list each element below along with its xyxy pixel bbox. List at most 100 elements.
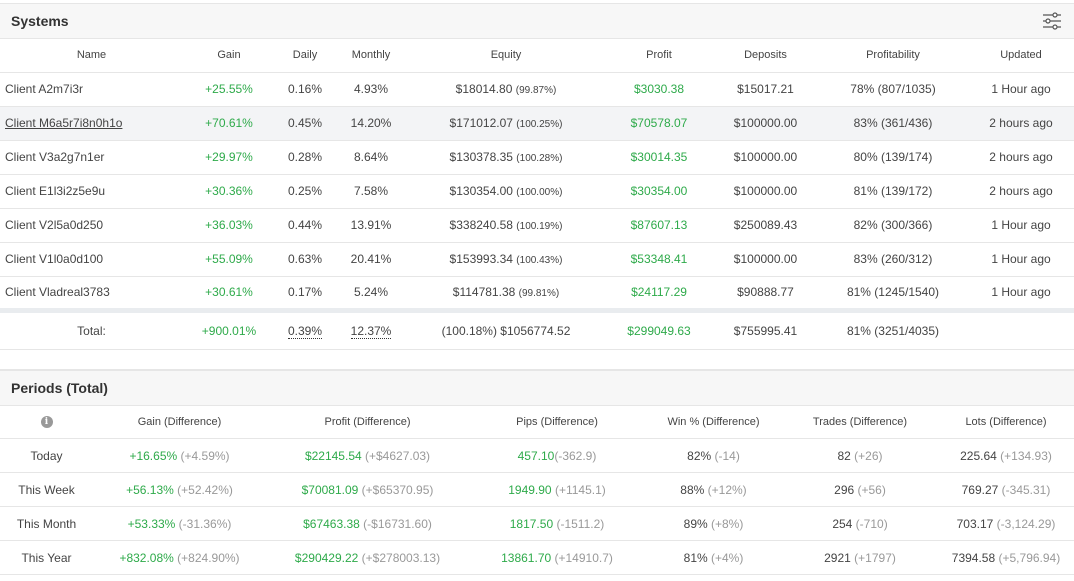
updated-value: 2 hours ago xyxy=(968,174,1074,209)
trades-difference: (+26) xyxy=(850,448,883,463)
pips-difference: (-362.9) xyxy=(554,448,597,463)
lots-difference: (+134.93) xyxy=(996,448,1052,463)
profit-difference: (-$16731.60) xyxy=(359,516,432,531)
profit-value: $290429.22 xyxy=(294,550,359,565)
system-name-link[interactable]: Client V1l0a0d100 xyxy=(5,252,104,266)
equity-percent: (99.81%) xyxy=(518,288,560,299)
gain-difference: (+52.42%) xyxy=(173,482,233,497)
col-monthly[interactable]: Monthly xyxy=(335,39,407,73)
period-row: This Year +832.08% (+824.90%) $290429.22 (… xyxy=(0,540,1074,575)
deposits-value: $250089.43 xyxy=(713,208,818,243)
col-daily[interactable]: Daily xyxy=(275,39,335,73)
profit-value: $30014.35 xyxy=(605,140,713,175)
col-gain[interactable]: Gain xyxy=(183,39,275,73)
deposits-value: $90888.77 xyxy=(713,276,818,311)
pips-difference: (+14910.7) xyxy=(551,550,613,565)
periods-table: i Gain (Difference) Profit (Difference) … xyxy=(0,405,1074,575)
pips-cell: 1817.50 (-1511.2) xyxy=(469,506,645,541)
systems-title: Systems xyxy=(11,13,69,29)
pips-value: 13861.70 xyxy=(501,550,552,565)
system-name-link[interactable]: Client E1l3i2z5e9u xyxy=(5,184,106,198)
profit-value: $87607.13 xyxy=(605,208,713,243)
col-equity[interactable]: Equity xyxy=(407,39,605,73)
gain-value: +25.55% xyxy=(183,72,275,107)
monthly-value: 8.64% xyxy=(335,140,407,175)
total-daily[interactable]: 0.39% xyxy=(287,323,323,339)
daily-value: 0.25% xyxy=(275,174,335,209)
equity-percent: (100.25%) xyxy=(516,119,563,130)
period-label: This Month xyxy=(0,506,93,541)
col-win-diff: Win % (Difference) xyxy=(645,405,782,439)
lots-difference: (+5,796.94) xyxy=(995,550,1061,565)
trades-value: 2921 xyxy=(824,550,851,565)
equity-percent: (100.28%) xyxy=(516,153,563,164)
pips-difference: (+1145.1) xyxy=(551,482,606,497)
system-name-link[interactable]: Client M6a5r7i8n0h1o xyxy=(5,116,123,130)
profitability-value: 82% (300/366) xyxy=(818,208,968,243)
system-name-link[interactable]: Client V2l5a0d250 xyxy=(5,218,104,232)
lots-cell: 225.64 (+134.93) xyxy=(938,438,1074,473)
trades-difference: (+56) xyxy=(854,482,886,497)
updated-value: 1 Hour ago xyxy=(968,72,1074,107)
updated-value: 1 Hour ago xyxy=(968,276,1074,311)
trades-value: 82 xyxy=(837,448,851,463)
gain-value: +55.09% xyxy=(183,242,275,277)
system-row: Client M6a5r7i8n0h1o +70.61% 0.45% 14.20% $1… xyxy=(0,106,1074,141)
system-name-link[interactable]: Client A2m7i3r xyxy=(5,82,84,96)
period-row: This Month +53.33% (-31.36%) $67463.38 (-$… xyxy=(0,506,1074,541)
trades-difference: (+1797) xyxy=(850,550,896,565)
col-deposits[interactable]: Deposits xyxy=(713,39,818,73)
col-profitability[interactable]: Profitability xyxy=(818,39,968,73)
win-value: 88% xyxy=(680,482,705,497)
gain-value: +832.08% xyxy=(119,550,174,565)
col-updated[interactable]: Updated xyxy=(968,39,1074,73)
profitability-value: 78% (807/1035) xyxy=(818,72,968,107)
profit-cell: $22145.54 (+$4627.03) xyxy=(266,438,469,473)
equity-value: $130354.00 xyxy=(449,184,513,198)
win-value: 81% xyxy=(683,550,708,565)
system-name-link[interactable]: Client Vladreal3783 xyxy=(5,285,110,299)
system-row: Client V1l0a0d100 +55.09% 0.63% 20.41% $1539… xyxy=(0,242,1074,277)
total-monthly[interactable]: 12.37% xyxy=(350,323,392,339)
total-row: Total: +900.01% 0.39% 12.37% (100.18%) $1056… xyxy=(0,307,1074,350)
profit-value: $67463.38 xyxy=(303,516,360,531)
win-difference: (+4%) xyxy=(707,550,744,565)
gain-cell: +53.33% (-31.36%) xyxy=(93,506,266,541)
col-profit-diff: Profit (Difference) xyxy=(266,405,469,439)
profit-difference: (+$4627.03) xyxy=(361,448,431,463)
profitability-value: 80% (139/174) xyxy=(818,140,968,175)
col-profit[interactable]: Profit xyxy=(605,39,713,73)
trades-value: 296 xyxy=(834,482,855,497)
total-gain: +900.01% xyxy=(183,307,275,350)
total-label: Total: xyxy=(0,307,183,350)
info-icon[interactable]: i xyxy=(40,416,53,429)
equity-value: $171012.07 xyxy=(449,116,513,130)
gain-cell: +16.65% (+4.59%) xyxy=(93,438,266,473)
system-name-link[interactable]: Client V3a2g7n1er xyxy=(5,150,105,164)
lots-cell: 7394.58 (+5,796.94) xyxy=(938,540,1074,575)
profit-difference: (+$278003.13) xyxy=(358,550,441,565)
periods-header: Periods (Total) xyxy=(0,369,1074,406)
win-cell: 82% (-14) xyxy=(645,438,782,473)
period-row: This Week +56.13% (+52.42%) $70081.09 (+$6… xyxy=(0,472,1074,507)
win-difference: (-14) xyxy=(711,448,740,463)
equity-cell: $130354.00 (100.00%) xyxy=(407,174,605,209)
col-gain-diff: Gain (Difference) xyxy=(93,405,266,439)
trades-value: 254 xyxy=(832,516,853,531)
system-row: Client V3a2g7n1er +29.97% 0.28% 8.64% $13037… xyxy=(0,140,1074,175)
gain-cell: +56.13% (+52.42%) xyxy=(93,472,266,507)
equity-percent: (99.87%) xyxy=(515,85,557,96)
equity-cell: $153993.34 (100.43%) xyxy=(407,242,605,277)
gain-cell: +832.08% (+824.90%) xyxy=(93,540,266,575)
col-pips-diff: Pips (Difference) xyxy=(469,405,645,439)
daily-value: 0.44% xyxy=(275,208,335,243)
trades-cell: 254 (-710) xyxy=(782,506,938,541)
col-name[interactable]: Name xyxy=(0,39,183,73)
sliders-icon[interactable] xyxy=(1041,10,1063,32)
lots-value: 7394.58 xyxy=(951,550,996,565)
equity-value: $338240.58 xyxy=(449,218,513,232)
lots-difference: (-3,124.29) xyxy=(993,516,1056,531)
trades-cell: 82 (+26) xyxy=(782,438,938,473)
deposits-value: $100000.00 xyxy=(713,174,818,209)
pips-cell: 13861.70 (+14910.7) xyxy=(469,540,645,575)
